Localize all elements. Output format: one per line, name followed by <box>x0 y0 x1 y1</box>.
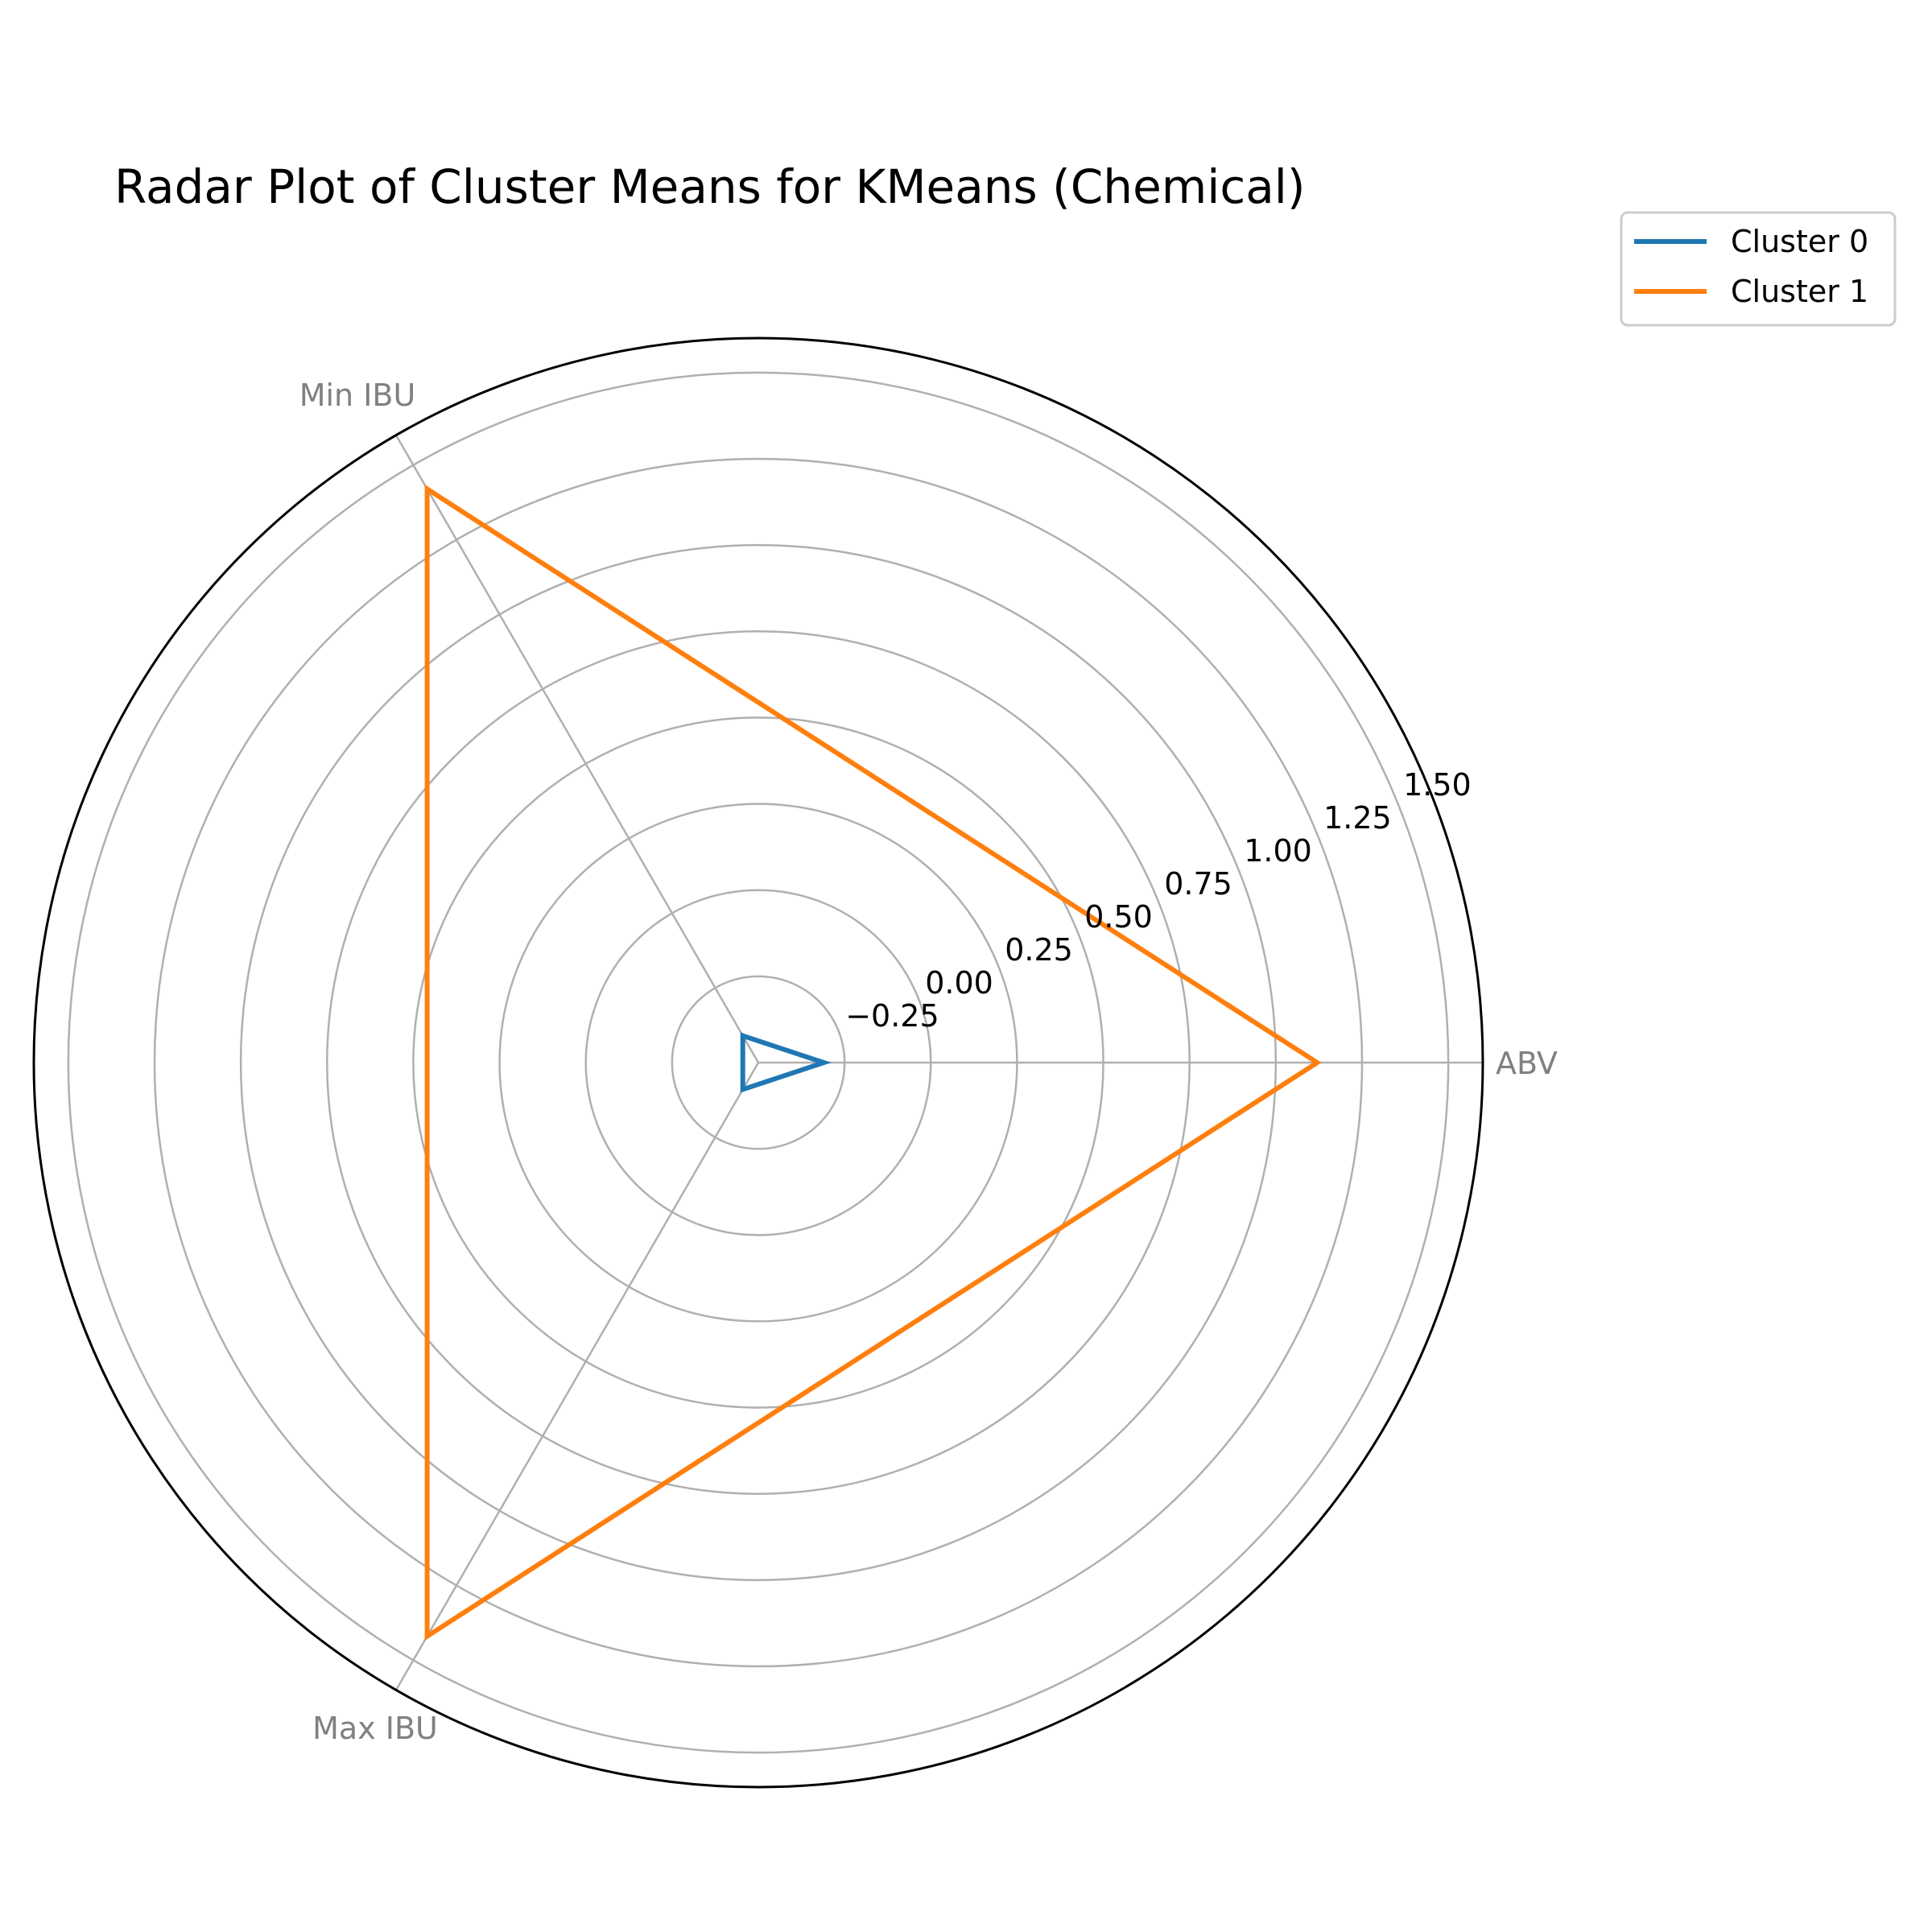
radial-tick-label: 0.25 <box>1005 932 1073 968</box>
radial-tick-label: 0.00 <box>925 965 993 1001</box>
axis-label-min-ibu: Min IBU <box>299 378 416 413</box>
chart-title: Radar Plot of Cluster Means for KMeans (… <box>114 159 1306 214</box>
series-polygon-cluster-0 <box>740 1032 832 1093</box>
radial-tick-label: 0.50 <box>1084 899 1153 935</box>
legend: Cluster 0 Cluster 1 <box>1620 211 1897 327</box>
radial-tick-label: 1.25 <box>1323 800 1392 836</box>
legend-label-cluster-1: Cluster 1 <box>1731 274 1868 309</box>
radial-tick-label: −0.25 <box>845 998 939 1034</box>
radial-tick-label: 1.00 <box>1244 833 1312 869</box>
polar-frame <box>32 336 1484 1789</box>
radial-tick-label: 0.75 <box>1164 866 1232 902</box>
legend-label-cluster-0: Cluster 0 <box>1731 224 1868 259</box>
radial-tick-labels: −0.250.00 0.25 0.50 0.75 1.00 1.25 1.50 <box>845 767 1472 1034</box>
axis-label-abv: ABV <box>1496 1046 1558 1081</box>
radar-series <box>424 484 1322 1641</box>
axis-labels: ABV Min IBU Max IBU <box>299 378 1558 1746</box>
angular-gridline <box>394 434 760 1063</box>
angular-gridline <box>394 1062 760 1691</box>
radar-grid <box>32 336 1484 1789</box>
axis-label-max-ibu: Max IBU <box>312 1711 438 1746</box>
radial-tick-label: 1.50 <box>1403 767 1472 803</box>
series-polygon-cluster-1 <box>424 484 1322 1641</box>
